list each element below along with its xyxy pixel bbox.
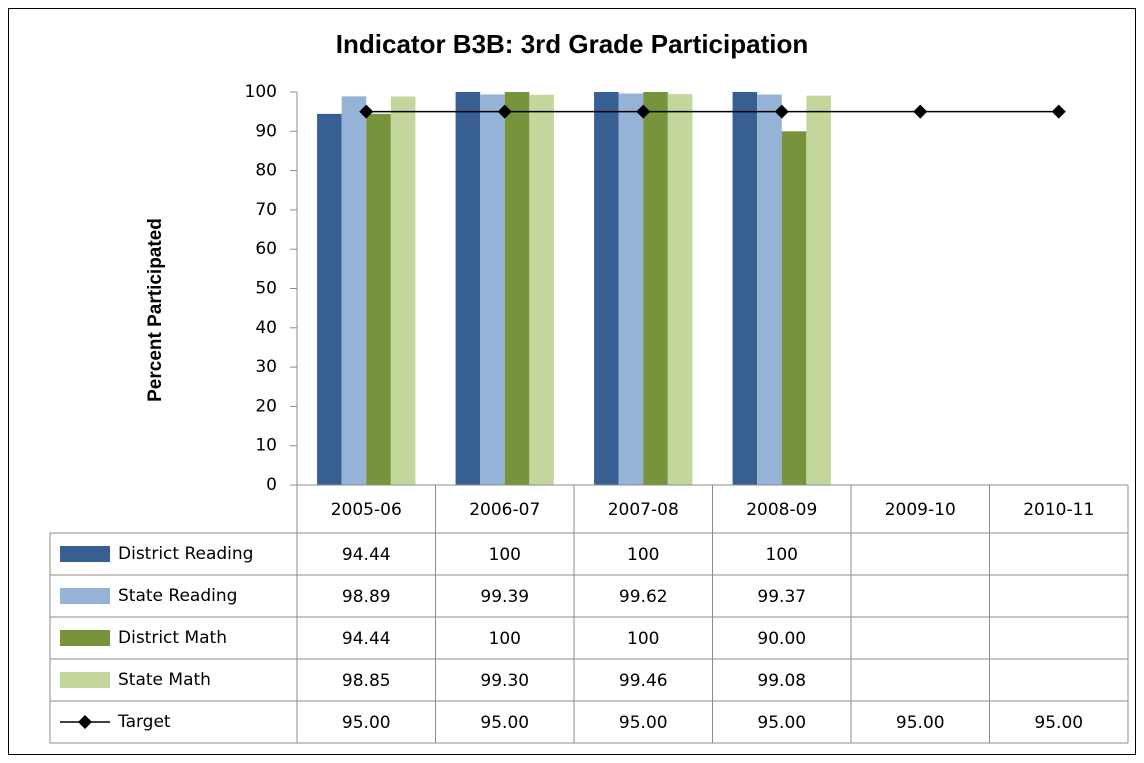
table-value: 99.37	[757, 587, 806, 607]
table-value: 100	[489, 545, 521, 565]
x-tick-label: 2010-11	[1023, 500, 1094, 520]
y-tick-label: 80	[255, 161, 277, 181]
table-value: 95.00	[619, 713, 668, 733]
table-value: 94.44	[342, 629, 391, 649]
legend-label: State Reading	[118, 586, 237, 606]
target-marker	[497, 104, 512, 119]
legend-label: District Reading	[118, 544, 253, 564]
y-tick-label: 50	[255, 279, 277, 299]
table-value: 99.30	[480, 671, 529, 691]
table-value: 90.00	[757, 629, 806, 649]
x-tick-label: 2007-08	[608, 500, 679, 520]
y-tick-label: 100	[245, 82, 277, 102]
table-value: 98.85	[342, 671, 391, 691]
chart-border	[8, 8, 1136, 755]
legend-swatch	[60, 546, 110, 562]
table-value: 98.89	[342, 587, 391, 607]
table-value: 100	[627, 545, 659, 565]
target-marker	[636, 104, 651, 119]
y-axis-label: Percent Participated	[145, 218, 166, 402]
target-marker	[774, 104, 789, 119]
bar	[806, 95, 831, 485]
bar	[732, 92, 758, 485]
bar	[390, 96, 416, 485]
target-marker	[1051, 104, 1066, 119]
bar	[667, 94, 693, 486]
bar	[594, 92, 619, 485]
y-tick-label: 70	[255, 200, 277, 220]
bar	[529, 94, 554, 485]
bar	[366, 113, 391, 485]
y-tick-label: 20	[255, 396, 277, 416]
bar	[618, 93, 644, 485]
table-value: 100	[766, 545, 798, 565]
table-value: 99.08	[757, 671, 806, 691]
table-value: 99.46	[619, 671, 668, 691]
table-value: 100	[627, 629, 659, 649]
legend-label: State Math	[118, 670, 211, 690]
bar	[480, 94, 505, 485]
legend-swatch	[60, 630, 110, 646]
target-marker	[913, 104, 928, 119]
table-value: 95.00	[342, 713, 391, 733]
y-tick-label: 60	[255, 239, 277, 259]
legend-swatch	[60, 672, 110, 688]
table-value: 95.00	[757, 713, 806, 733]
legend-label: District Math	[118, 628, 227, 648]
table-value: 95.00	[480, 713, 529, 733]
y-tick-label: 10	[255, 436, 277, 456]
x-tick-label: 2008-09	[746, 500, 817, 520]
chart-title: Indicator B3B: 3rd Grade Participation	[336, 29, 808, 59]
bar	[455, 92, 481, 485]
bar	[757, 94, 782, 486]
y-tick-label: 40	[255, 318, 277, 338]
table-value: 94.44	[342, 545, 391, 565]
legend-swatch	[60, 588, 110, 604]
y-tick-label: 0	[266, 475, 277, 495]
bar	[504, 92, 530, 485]
table-value: 95.00	[896, 713, 945, 733]
legend-label: Target	[117, 712, 171, 732]
bar	[643, 92, 668, 485]
legend-marker	[78, 715, 92, 729]
target-marker	[359, 104, 374, 119]
table-value: 100	[489, 629, 521, 649]
bar	[781, 131, 807, 486]
x-tick-label: 2009-10	[885, 500, 956, 520]
table-value: 99.39	[480, 587, 529, 607]
x-tick-label: 2005-06	[331, 500, 402, 520]
table-value: 99.62	[619, 587, 668, 607]
bar	[341, 96, 367, 485]
y-tick-label: 30	[255, 357, 277, 377]
y-tick-label: 90	[255, 121, 277, 141]
table-value: 95.00	[1034, 713, 1083, 733]
x-tick-label: 2006-07	[469, 500, 540, 520]
bar	[317, 113, 342, 485]
